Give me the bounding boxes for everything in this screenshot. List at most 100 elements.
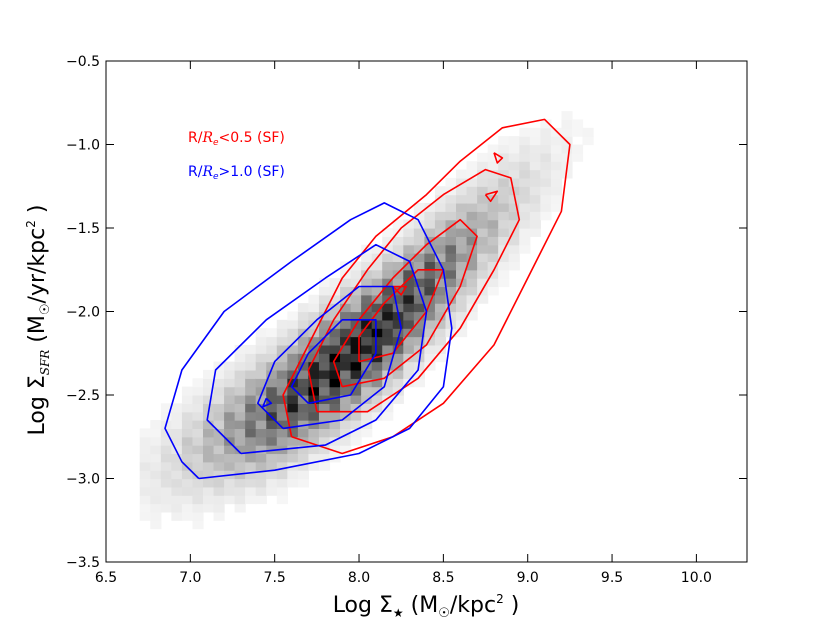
heatmap-cell: [318, 411, 331, 421]
heatmap-cell: [255, 336, 267, 346]
heatmap-cell: [361, 253, 373, 262]
heatmap-cell: [318, 461, 331, 471]
heatmap-cell: [329, 395, 341, 404]
heatmap-cell: [297, 428, 310, 438]
heatmap-cell: [434, 236, 447, 246]
heatmap-cell: [150, 470, 162, 480]
heatmap-cell: [519, 219, 531, 229]
heatmap-cell: [276, 378, 288, 388]
y-tick-label: −1.5: [66, 221, 100, 237]
heatmap-cell: [350, 336, 362, 346]
heatmap-cell: [202, 478, 215, 488]
heatmap-cell: [424, 303, 436, 313]
heatmap-cell: [582, 127, 594, 137]
heatmap-cell: [540, 169, 552, 179]
heatmap-cell: [171, 411, 183, 421]
heatmap-cell: [466, 211, 478, 221]
heatmap-cell: [318, 369, 331, 379]
heatmap-cell: [329, 378, 341, 388]
heatmap-cell: [487, 194, 499, 204]
heatmap-cell: [276, 403, 288, 413]
heatmap-cell: [561, 127, 573, 137]
heatmap-cell: [266, 378, 278, 388]
heatmap-cell: [255, 436, 267, 446]
heatmap-cell: [477, 186, 489, 196]
heatmap-cell: [413, 202, 425, 212]
heatmap-cell: [519, 161, 531, 171]
heatmap-cell: [213, 386, 225, 396]
heatmap-cell: [192, 436, 204, 446]
heatmap-cell: [487, 286, 499, 296]
heatmap-cell: [477, 211, 489, 221]
heatmap-cell: [371, 403, 383, 413]
heatmap-cell: [403, 228, 415, 237]
heatmap-cell: [550, 194, 563, 204]
heatmap-cell: [371, 369, 383, 379]
heatmap-cell: [498, 144, 510, 154]
heatmap-cell: [181, 420, 194, 429]
heatmap-cell: [403, 361, 415, 371]
heatmap-cell: [466, 311, 478, 321]
y-tick-label: −2.0: [66, 305, 100, 321]
heatmap-cell: [160, 436, 172, 446]
heatmap-cell: [403, 253, 415, 262]
heatmap-cell: [329, 386, 341, 396]
heatmap-cell: [192, 470, 204, 480]
heatmap-cell: [498, 228, 510, 237]
y-title-mid: (M: [25, 315, 50, 350]
heatmap-cell: [487, 161, 499, 171]
heatmap-cell: [445, 177, 457, 187]
heatmap-cell: [371, 311, 383, 321]
heatmap-cell: [276, 369, 288, 379]
heatmap-cell: [371, 386, 383, 396]
contour-red-1: [307, 168, 521, 413]
heatmap-cell: [392, 219, 404, 229]
heatmap-cell: [160, 403, 172, 413]
heatmap-cell: [403, 269, 415, 279]
heatmap-cell: [150, 453, 162, 463]
heatmap-cell: [477, 236, 489, 246]
heatmap-cell: [297, 453, 310, 463]
heatmap-cell: [181, 453, 194, 463]
heatmap-cell: [266, 361, 278, 371]
heatmap-cell: [508, 219, 520, 229]
heatmap-cell: [392, 244, 404, 254]
heatmap-cell: [424, 253, 436, 262]
heatmap-cell: [192, 453, 204, 463]
heatmap-cell: [287, 403, 299, 413]
contour-blue-1: [206, 243, 428, 455]
heatmap-cell: [519, 211, 531, 221]
x-tick-label: 9.0: [517, 570, 539, 586]
heatmap-cell: [413, 328, 425, 338]
heatmap-cell: [424, 353, 436, 363]
heatmap-cell: [139, 436, 151, 446]
heatmap-cell: [382, 403, 394, 413]
heatmap-cell: [498, 169, 510, 179]
heatmap-cell: [350, 269, 362, 279]
heatmap-cell: [413, 211, 425, 221]
heatmap-cell: [424, 211, 436, 221]
y-title-unit: /yr/kpc: [25, 228, 50, 304]
heatmap-cell: [150, 495, 162, 505]
heatmap-cell: [540, 152, 552, 162]
heatmap-cell: [213, 395, 225, 404]
x-tick-label: 8.5: [432, 570, 454, 586]
heatmap-cell: [456, 261, 468, 271]
heatmap-cell: [266, 445, 278, 455]
heatmap-cell: [213, 511, 225, 521]
y-tick-label: −3.0: [66, 472, 100, 488]
heatmap-cell: [392, 236, 404, 246]
heatmap-cell: [245, 453, 257, 463]
heatmap-cell: [255, 369, 267, 379]
heatmap-cell: [403, 311, 415, 321]
heatmap-cell: [529, 169, 541, 179]
heatmap-cell: [371, 328, 383, 338]
heatmap-cell: [519, 228, 531, 237]
heatmap-cell: [413, 253, 425, 262]
heatmap-cell: [456, 228, 468, 237]
heatmap-cell: [224, 420, 236, 429]
heatmap-cell: [318, 453, 331, 463]
heatmap-cell: [245, 403, 257, 413]
y-axis-title: Log ΣSFR (M☉/yr/kpc2 ): [24, 205, 53, 436]
